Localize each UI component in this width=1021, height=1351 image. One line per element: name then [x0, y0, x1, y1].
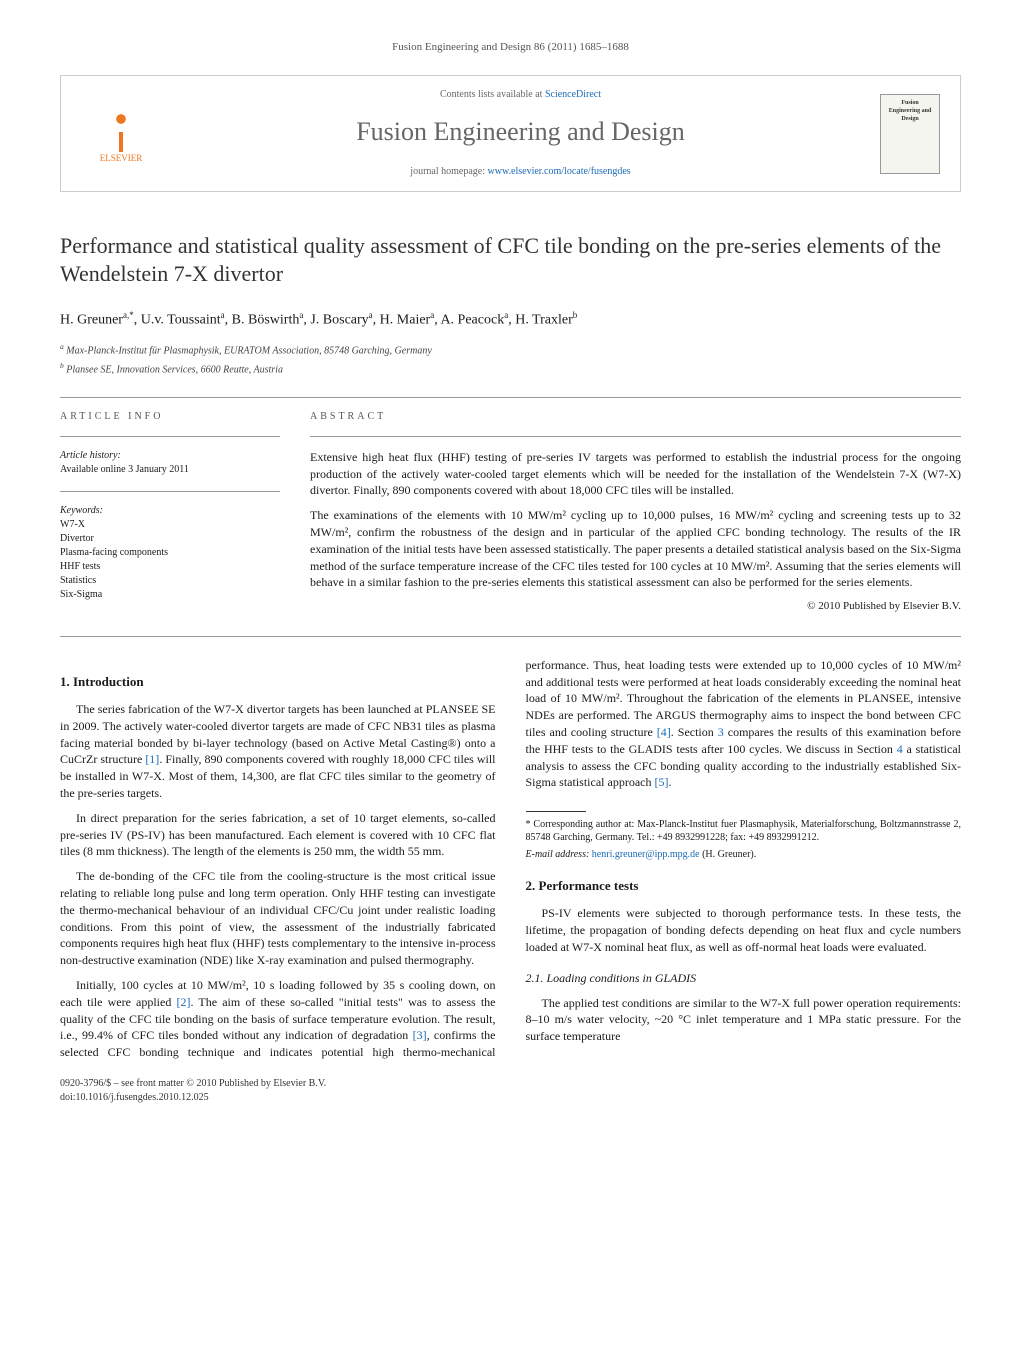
keyword: Plasma-facing components	[60, 546, 280, 560]
section-2-1-heading: 2.1. Loading conditions in GLADIS	[526, 970, 962, 987]
keyword: Statistics	[60, 574, 280, 588]
citation-link[interactable]: [2]	[176, 995, 190, 1009]
email-suffix: (H. Greuner).	[702, 849, 756, 860]
authors: H. Greunera,*, U.v. Toussainta, B. Böswi…	[60, 309, 961, 330]
homepage-line: journal homepage: www.elsevier.com/locat…	[161, 165, 880, 179]
footnotes: * Corresponding author at: Max-Planck-In…	[526, 818, 962, 861]
copyright: © 2010 Published by Elsevier B.V.	[310, 599, 961, 614]
citation-link[interactable]: [3]	[413, 1028, 427, 1042]
section-1-heading: 1. Introduction	[60, 673, 496, 691]
footer-doi: doi:10.1016/j.fusengdes.2010.12.025	[60, 1091, 961, 1105]
citation-link[interactable]: [4]	[657, 725, 671, 739]
abstract-paragraph: The examinations of the elements with 10…	[310, 507, 961, 591]
abstract-heading: ABSTRACT	[310, 410, 961, 424]
article-info-heading: ARTICLE INFO	[60, 410, 280, 424]
corresponding-author: * Corresponding author at: Max-Planck-In…	[526, 818, 962, 844]
cover-thumb-title: Fusion Engineering and Design	[885, 99, 935, 124]
affiliations: a Max-Planck-Institut für Plasmaphysik, …	[60, 342, 961, 377]
keyword: Six-Sigma	[60, 588, 280, 602]
keyword: HHF tests	[60, 560, 280, 574]
journal-reference: Fusion Engineering and Design 86 (2011) …	[60, 40, 961, 55]
citation-link[interactable]: [5]	[654, 775, 668, 789]
affiliation: a Max-Planck-Institut für Plasmaphysik, …	[60, 342, 961, 358]
meta-abstract-row: ARTICLE INFO Article history: Available …	[60, 410, 961, 616]
section-1-p1: The series fabrication of the W7-X diver…	[60, 701, 496, 802]
section-link[interactable]: 4	[897, 742, 903, 756]
homepage-prefix: journal homepage:	[410, 166, 487, 177]
rule-bottom	[60, 636, 961, 637]
keywords-list: W7-XDivertorPlasma-facing componentsHHF …	[60, 518, 280, 602]
abstract-text: Extensive high heat flux (HHF) testing o…	[310, 449, 961, 591]
email-label: E-mail address:	[526, 849, 590, 860]
contents-line: Contents lists available at ScienceDirec…	[161, 88, 880, 102]
sciencedirect-link[interactable]: ScienceDirect	[545, 89, 601, 100]
footnote-separator	[526, 811, 586, 812]
article-body: 1. Introduction The series fabrication o…	[60, 657, 961, 1061]
section-2-p1: PS-IV elements were subjected to thoroug…	[526, 905, 962, 955]
rule-abs	[310, 436, 961, 437]
affiliation: b Plansee SE, Innovation Services, 6600 …	[60, 361, 961, 377]
rule-info	[60, 436, 280, 437]
section-1-p2: In direct preparation for the series fab…	[60, 810, 496, 860]
publisher-name: ELSEVIER	[100, 152, 143, 165]
article-history: Article history: Available online 3 Janu…	[60, 449, 280, 477]
footer-line-1: 0920-3796/$ – see front matter © 2010 Pu…	[60, 1077, 961, 1091]
article-info: ARTICLE INFO Article history: Available …	[60, 410, 280, 616]
history-value: Available online 3 January 2011	[60, 463, 280, 477]
journal-cover-thumb: Fusion Engineering and Design	[880, 94, 940, 174]
email-link[interactable]: henri.greuner@ipp.mpg.de	[592, 849, 700, 860]
rule-top	[60, 397, 961, 398]
email-line: E-mail address: henri.greuner@ipp.mpg.de…	[526, 848, 962, 861]
article-title: Performance and statistical quality asse…	[60, 232, 961, 289]
citation-link[interactable]: [1]	[145, 752, 159, 766]
contents-prefix: Contents lists available at	[440, 89, 545, 100]
elsevier-tree-icon	[96, 102, 146, 152]
header-center: Contents lists available at ScienceDirec…	[161, 88, 880, 178]
section-link[interactable]: 3	[718, 725, 724, 739]
abstract-paragraph: Extensive high heat flux (HHF) testing o…	[310, 449, 961, 499]
journal-header: ELSEVIER Contents lists available at Sci…	[60, 75, 961, 191]
section-2-1-p1: The applied test conditions are similar …	[526, 995, 962, 1045]
footer: 0920-3796/$ – see front matter © 2010 Pu…	[60, 1077, 961, 1105]
elsevier-logo: ELSEVIER	[81, 94, 161, 174]
homepage-link[interactable]: www.elsevier.com/locate/fusengdes	[488, 166, 631, 177]
section-1-p3: The de-bonding of the CFC tile from the …	[60, 868, 496, 969]
keyword: Divertor	[60, 532, 280, 546]
history-label: Article history:	[60, 449, 280, 463]
journal-name: Fusion Engineering and Design	[161, 114, 880, 150]
keyword: W7-X	[60, 518, 280, 532]
keywords-label: Keywords:	[60, 504, 280, 518]
rule-kw	[60, 491, 280, 492]
abstract: ABSTRACT Extensive high heat flux (HHF) …	[310, 410, 961, 616]
section-2-heading: 2. Performance tests	[526, 877, 962, 895]
keywords-block: Keywords: W7-XDivertorPlasma-facing comp…	[60, 504, 280, 602]
